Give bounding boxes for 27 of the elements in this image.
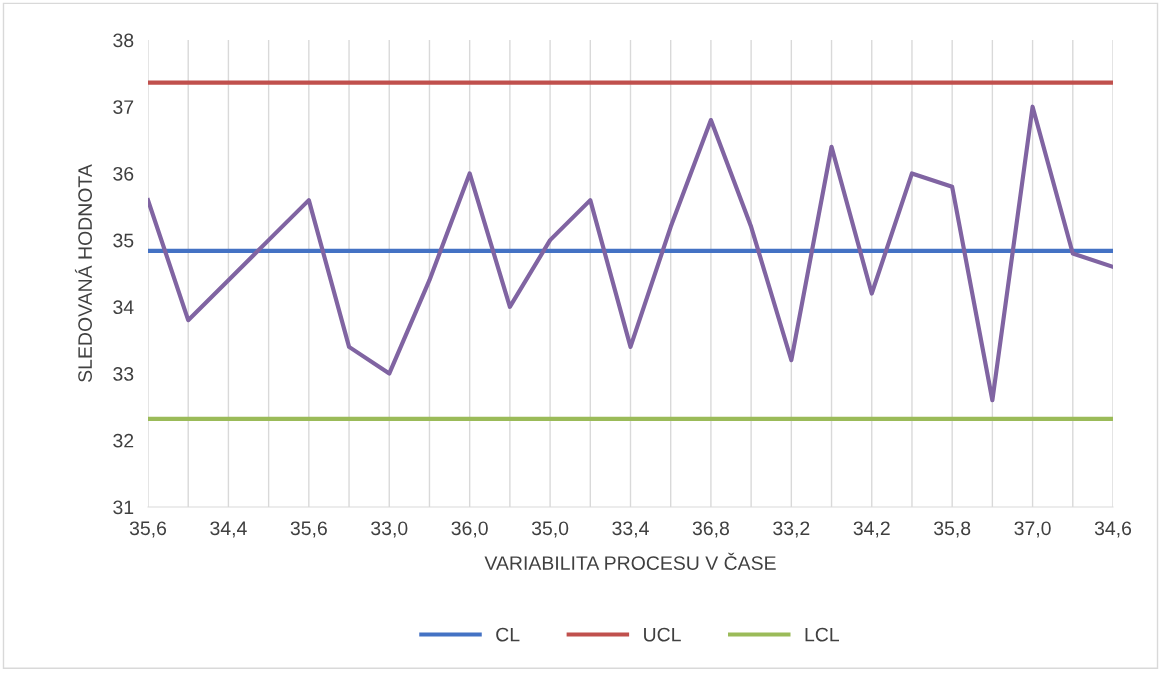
- y-tick-label: 31: [113, 500, 134, 515]
- x-tick-label: 34,6: [1094, 521, 1132, 538]
- x-tick-label: 33,4: [612, 521, 649, 538]
- x-tick-label: 36,8: [692, 521, 729, 538]
- y-tick-label: 37: [113, 100, 134, 114]
- legend-label: UCL: [644, 627, 681, 642]
- x-tick-label: 33,0: [371, 521, 408, 538]
- y-axis-title: SLEDOVANÁ HODNOTA: [74, 164, 92, 382]
- y-tick-label: 36: [113, 166, 134, 181]
- x-tick-label: 35,8: [933, 521, 971, 538]
- x-tick-label: 35,0: [531, 521, 569, 538]
- x-tick-label: 34,2: [853, 521, 890, 538]
- x-tick-label: 36,0: [451, 521, 488, 538]
- legend-label: CL: [496, 627, 520, 642]
- x-tick-label: 35,6: [290, 521, 327, 538]
- x-tick-label: 34,4: [210, 521, 247, 538]
- y-tick-label: 34: [113, 300, 134, 315]
- x-axis-title: VARIABILITA PROCESU V ČASE: [484, 552, 776, 570]
- y-tick-label: 38: [113, 33, 134, 48]
- y-tick-label: 33: [113, 367, 134, 381]
- y-tick-label: 35: [113, 233, 134, 248]
- x-tick-label: 37,0: [1014, 521, 1051, 538]
- line-series: [148, 104, 1113, 403]
- x-tick-label: 35,6: [129, 521, 167, 538]
- legend-label: LCL: [805, 627, 840, 642]
- x-tick-label: 33,2: [773, 521, 810, 538]
- y-tick-label: 32: [113, 433, 134, 448]
